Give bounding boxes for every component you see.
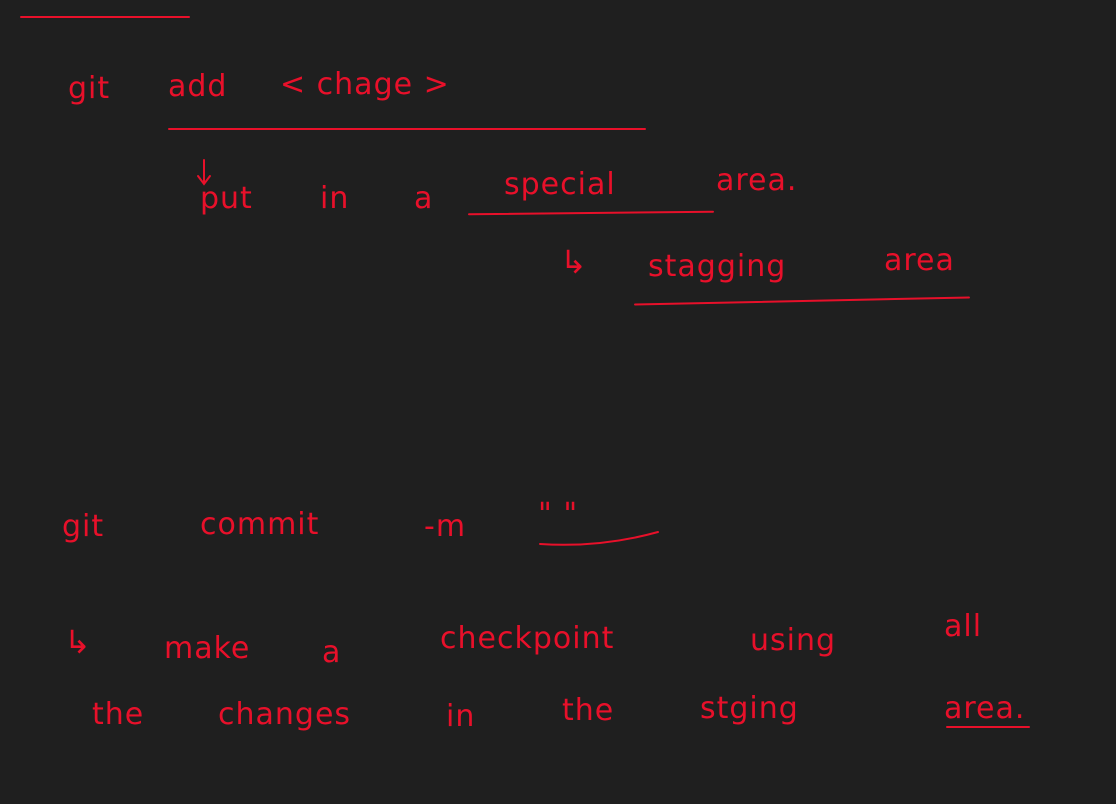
line1-add: add bbox=[168, 69, 228, 104]
line6-area: area. bbox=[944, 691, 1026, 726]
line4-quotes: " " bbox=[538, 497, 579, 532]
line3-arrow-icon: ↳ bbox=[560, 243, 588, 281]
top-left-stroke bbox=[20, 16, 190, 18]
line1-git: git bbox=[68, 71, 111, 106]
line2-in: in bbox=[320, 181, 350, 216]
line2-put: put bbox=[200, 181, 253, 216]
line5-all: all bbox=[944, 609, 983, 644]
line2-area: area. bbox=[716, 163, 798, 198]
line1-arg: < chage > bbox=[280, 67, 450, 102]
line1-underline bbox=[168, 128, 646, 130]
line5-make: make bbox=[164, 631, 251, 666]
line5-checkpoint: checkpoint bbox=[440, 621, 615, 656]
line6-the-2: the bbox=[562, 693, 615, 728]
line5-using: using bbox=[750, 623, 837, 658]
line6-stging: stging bbox=[700, 691, 799, 726]
line4-git: git bbox=[62, 509, 105, 544]
line4-commit: commit bbox=[200, 507, 320, 542]
line2-a: a bbox=[414, 181, 434, 216]
line2-special: special bbox=[504, 167, 616, 202]
line5-a: a bbox=[322, 635, 342, 670]
line3-stagging: stagging bbox=[648, 249, 787, 284]
line6-changes: changes bbox=[218, 697, 352, 732]
line6-underline bbox=[946, 726, 1030, 728]
line3-area: area bbox=[884, 243, 955, 278]
line5-arrow-icon: ↳ bbox=[64, 623, 92, 661]
line6-in: in bbox=[446, 699, 476, 734]
line6-the: the bbox=[92, 697, 145, 732]
line4-flag: -m bbox=[424, 509, 467, 544]
